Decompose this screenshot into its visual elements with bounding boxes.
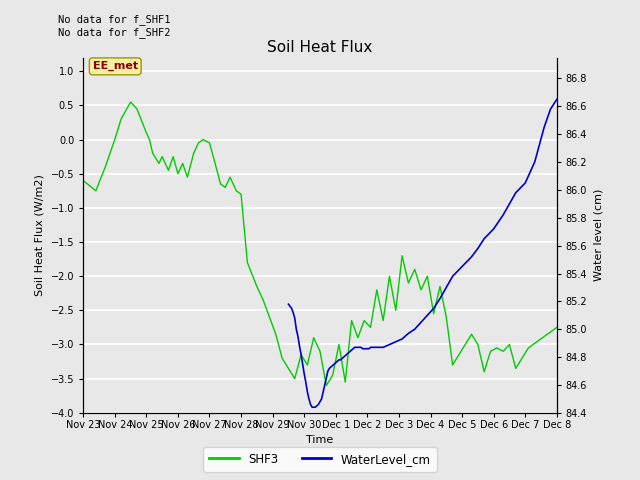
- SHF3: [127, 99, 134, 105]
- SHF3: [506, 342, 513, 348]
- Y-axis label: Soil Heat Flux (W/m2): Soil Heat Flux (W/m2): [35, 174, 45, 296]
- Text: EE_met: EE_met: [93, 61, 138, 72]
- WaterLevel_cm: [512, 190, 520, 195]
- Text: No data for f_SHF1
No data for f_SHF2: No data for f_SHF1 No data for f_SHF2: [58, 14, 170, 38]
- WaterLevel_cm: [553, 96, 561, 102]
- Line: WaterLevel_cm: WaterLevel_cm: [289, 99, 557, 407]
- WaterLevel_cm: [356, 345, 364, 350]
- WaterLevel_cm: [368, 345, 376, 350]
- WaterLevel_cm: [285, 301, 292, 307]
- X-axis label: Time: Time: [307, 435, 333, 445]
- WaterLevel_cm: [308, 404, 316, 410]
- SHF3: [442, 314, 450, 320]
- SHF3: [461, 342, 469, 348]
- Title: Soil Heat Flux: Soil Heat Flux: [268, 40, 372, 55]
- WaterLevel_cm: [289, 310, 297, 315]
- SHF3: [143, 130, 150, 136]
- Line: SHF3: SHF3: [83, 102, 557, 385]
- SHF3: [323, 383, 330, 388]
- SHF3: [474, 342, 482, 348]
- WaterLevel_cm: [327, 364, 335, 370]
- SHF3: [79, 178, 87, 183]
- SHF3: [553, 324, 561, 330]
- Y-axis label: Water level (cm): Water level (cm): [593, 189, 603, 281]
- SHF3: [455, 352, 463, 358]
- WaterLevel_cm: [326, 365, 333, 371]
- Legend: SHF3, WaterLevel_cm: SHF3, WaterLevel_cm: [204, 447, 436, 472]
